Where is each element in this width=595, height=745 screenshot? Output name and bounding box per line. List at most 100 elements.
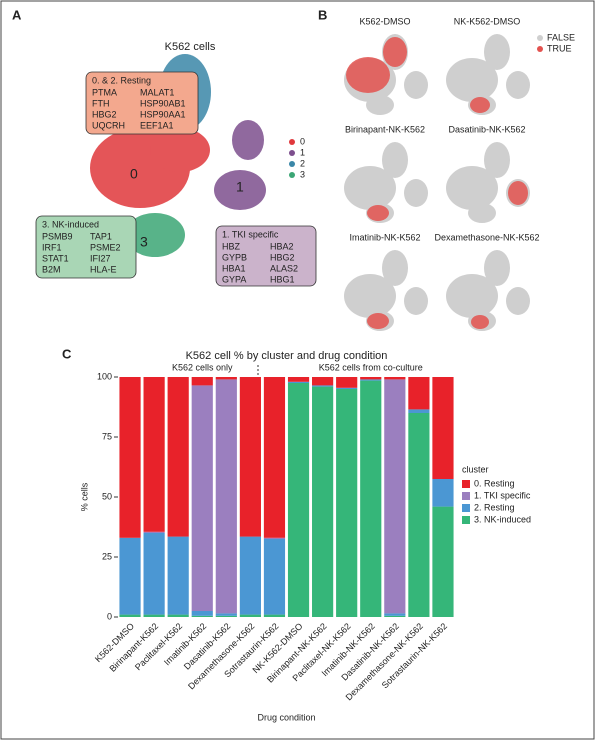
gene-box-title: 3. NK-induced bbox=[42, 219, 99, 229]
gene: MALAT1 bbox=[140, 87, 174, 97]
y-tick-label: 100 bbox=[97, 371, 112, 381]
umap-shape bbox=[468, 203, 496, 223]
umap-shape bbox=[382, 142, 408, 178]
bar-segment bbox=[312, 377, 334, 386]
umap-shape bbox=[344, 166, 396, 210]
umap-title: Dexamethasone-NK-K562 bbox=[434, 232, 539, 242]
bar-segment bbox=[119, 537, 141, 615]
umap-shape bbox=[344, 274, 396, 318]
bar-segment bbox=[143, 531, 165, 533]
umap-shape bbox=[404, 179, 428, 207]
bar-segment bbox=[239, 536, 261, 615]
cluster-label: 3 bbox=[140, 234, 148, 250]
y-tick-label: 0 bbox=[107, 611, 112, 621]
bar-segment bbox=[287, 377, 310, 382]
umap-highlight bbox=[471, 315, 489, 329]
umap-shape bbox=[484, 250, 510, 286]
legend-swatch bbox=[537, 35, 543, 41]
bar-segment bbox=[215, 377, 237, 380]
cluster-blob bbox=[150, 128, 210, 172]
gene: HBA2 bbox=[270, 241, 294, 251]
legend-swatch bbox=[462, 504, 470, 512]
bar-segment bbox=[215, 613, 237, 616]
bar-segment bbox=[143, 533, 165, 615]
legend-swatch bbox=[537, 46, 543, 52]
gene: HBG1 bbox=[270, 274, 295, 284]
umap-shape bbox=[446, 58, 498, 102]
legend-swatch bbox=[289, 150, 295, 156]
bar-segment bbox=[408, 409, 430, 413]
panel-label: A bbox=[12, 7, 22, 22]
umap-title: K562 cells bbox=[165, 41, 216, 53]
gene: HBA1 bbox=[222, 263, 246, 273]
bar-segment bbox=[408, 413, 430, 617]
bar-segment bbox=[263, 377, 286, 538]
cluster-blob bbox=[125, 213, 185, 257]
gene: EEF1A1 bbox=[140, 120, 174, 130]
umap-highlight bbox=[367, 205, 389, 221]
bar-segment bbox=[191, 611, 213, 616]
gene: GYPA bbox=[222, 274, 246, 284]
cluster-blob bbox=[214, 170, 266, 210]
bar-segment bbox=[239, 614, 261, 617]
mini-umap bbox=[344, 250, 428, 331]
legend-swatch bbox=[289, 161, 295, 167]
umap-title: Birinapant-NK-K562 bbox=[345, 124, 425, 134]
legend-label: FALSE bbox=[547, 32, 575, 42]
mini-umap bbox=[344, 34, 428, 115]
legend-label: 3 bbox=[300, 169, 305, 179]
gene: GYPB bbox=[222, 252, 247, 262]
bar-segment bbox=[215, 615, 237, 617]
bar-segment bbox=[360, 379, 382, 381]
bar-segment bbox=[191, 377, 213, 386]
umap-title: Imatinib-NK-K562 bbox=[349, 232, 420, 242]
bar-segment bbox=[336, 389, 358, 617]
legend-swatch bbox=[289, 139, 295, 145]
gene: IRF1 bbox=[42, 242, 62, 252]
gene: HBG2 bbox=[92, 109, 117, 119]
bar-segment bbox=[287, 383, 310, 617]
umap-shape bbox=[446, 166, 498, 210]
bar-segment bbox=[432, 377, 454, 479]
legend-label: 3. NK-induced bbox=[474, 514, 531, 524]
bar-segment bbox=[336, 387, 358, 389]
y-tick-label: 75 bbox=[102, 431, 112, 441]
legend-label: 0. Resting bbox=[474, 478, 515, 488]
legend-label: TRUE bbox=[547, 43, 572, 53]
bar-segment bbox=[167, 377, 189, 537]
gene-box bbox=[85, 71, 199, 135]
gene: TAP1 bbox=[90, 231, 112, 241]
chart-title: K562 cell % by cluster and drug conditio… bbox=[186, 350, 388, 362]
gene: FTH bbox=[92, 98, 110, 108]
bar-segment bbox=[287, 381, 310, 383]
annotation: K562 cells from co-culture bbox=[319, 362, 423, 372]
annotation: K562 cells only bbox=[172, 362, 233, 372]
gene: HLA-E bbox=[90, 264, 117, 274]
umap-highlight bbox=[346, 57, 390, 93]
bar-segment bbox=[336, 377, 358, 388]
umap-shape bbox=[382, 250, 408, 286]
umap-shape bbox=[506, 71, 530, 99]
legend-label: 2. Resting bbox=[474, 502, 515, 512]
mini-umap bbox=[446, 34, 530, 115]
legend-label: 1 bbox=[300, 147, 305, 157]
bar-segment bbox=[384, 615, 406, 617]
umap-shape bbox=[484, 34, 510, 70]
bar-segment bbox=[432, 479, 454, 507]
bar-segment bbox=[191, 385, 213, 611]
mini-umap bbox=[446, 250, 530, 331]
gene: STAT1 bbox=[42, 253, 69, 263]
gene: PSME2 bbox=[90, 242, 121, 252]
bar-segment bbox=[143, 377, 165, 532]
gene-box-title: 0. & 2. Resting bbox=[92, 75, 151, 85]
panel-label: C bbox=[62, 346, 72, 361]
legend-swatch bbox=[462, 516, 470, 524]
gene-box-title: 1. TKI specific bbox=[222, 229, 279, 239]
umap-shape bbox=[404, 287, 428, 315]
bar-segment bbox=[143, 614, 165, 617]
bar-segment bbox=[167, 614, 189, 617]
cluster-label: 1 bbox=[236, 179, 244, 195]
bar-segment bbox=[215, 379, 237, 614]
